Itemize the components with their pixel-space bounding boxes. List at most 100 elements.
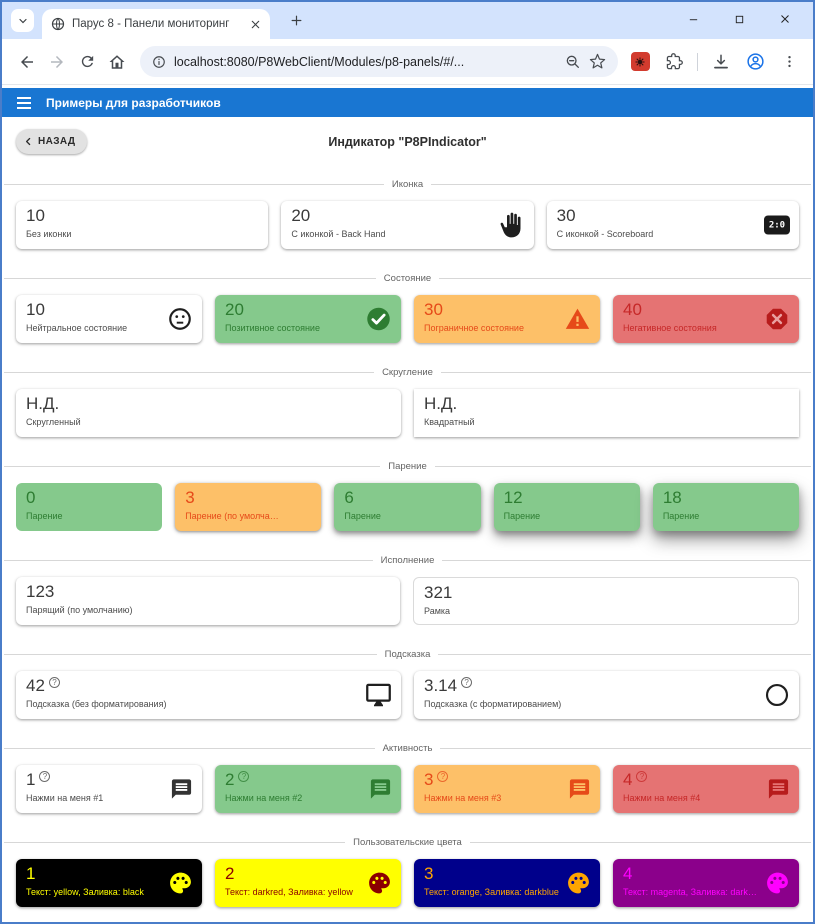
- section-divider: Исполнение: [2, 553, 813, 567]
- indicator-card-click-3[interactable]: 3? Нажми на меня #3: [414, 765, 600, 813]
- back-button[interactable]: НАЗАД: [16, 129, 88, 154]
- section-label: Активность: [382, 742, 433, 754]
- plus-icon: [291, 15, 301, 25]
- indicator-card-rounded: Н.Д. Скругленный: [16, 389, 401, 437]
- indicator-card-outlined-variant: 321 Рамка: [413, 577, 799, 625]
- minimize-icon: [689, 18, 697, 20]
- section-tooltip: Подсказка 42? Подсказка (без форматирова…: [2, 647, 813, 719]
- section-divider: Пользовательские цвета: [2, 835, 813, 849]
- menu-button[interactable]: [775, 48, 803, 76]
- minimize-button[interactable]: [675, 4, 711, 34]
- section-label: Состояние: [383, 272, 432, 284]
- section-label: Иконка: [391, 178, 424, 190]
- extensions-button[interactable]: [660, 48, 688, 76]
- indicator-card-click-2[interactable]: 2? Нажми на меня #2: [215, 765, 401, 813]
- indicator-value: 10: [26, 300, 45, 319]
- new-tab-button[interactable]: [284, 8, 308, 32]
- indicator-value: 3.14: [424, 676, 458, 695]
- red-extension-icon: [630, 52, 650, 71]
- indicator-caption: Подсказка (без форматирования): [26, 699, 167, 709]
- reload-button[interactable]: [72, 47, 102, 77]
- indicator-card-click-1[interactable]: 1? Нажми на меня #1: [16, 765, 202, 813]
- close-icon: [781, 15, 789, 23]
- browser-tab[interactable]: Парус 8 - Панели мониторинг: [42, 9, 270, 39]
- address-bar[interactable]: localhost:8080/P8WebClient/Modules/p8-pa…: [140, 46, 618, 77]
- downloads-button[interactable]: [707, 48, 735, 76]
- indicator-card-click-4[interactable]: 4? Нажми на меня #4: [613, 765, 799, 813]
- chevron-left-icon: [25, 137, 31, 146]
- indicator-value: 40: [623, 300, 642, 319]
- page-title: Индикатор "P8PIndicator": [328, 135, 487, 149]
- indicator-card-custom-yellow: 2 Текст: darkred, Заливка: yellow: [215, 859, 401, 907]
- home-icon: [109, 54, 125, 69]
- indicator-caption: Скругленный: [26, 417, 81, 427]
- page-content: НАЗАД Индикатор "P8PIndicator" Иконка 10…: [2, 129, 813, 917]
- neutral-face-icon: [167, 306, 193, 332]
- section-divider: Состояние: [2, 271, 813, 285]
- indicator-value: 2: [225, 864, 235, 883]
- indicator-card-tooltip-plain[interactable]: 42? Подсказка (без форматирования): [16, 671, 401, 719]
- hamburger-menu-icon[interactable]: [17, 96, 31, 109]
- indicator-caption: Подсказка (с форматированием): [424, 699, 562, 709]
- page-header: НАЗАД Индикатор "P8PIndicator": [2, 129, 813, 155]
- bookmark-star-icon[interactable]: [589, 53, 606, 70]
- maximize-button[interactable]: [721, 4, 757, 34]
- puzzle-icon: [666, 53, 683, 70]
- indicator-value: 3: [424, 864, 434, 883]
- browser-toolbar: localhost:8080/P8WebClient/Modules/p8-pa…: [2, 39, 813, 85]
- help-badge-icon: ?: [437, 771, 449, 782]
- indicator-card-elevated-variant: 123 Парящий (по умолчанию): [16, 577, 400, 625]
- section-divider: Активность: [2, 741, 813, 755]
- indicator-caption: Нажми на меня #4: [623, 793, 701, 803]
- indicator-card-negative: 40 Негативное состояния: [613, 295, 799, 343]
- indicator-card-custom-black: 1 Текст: yellow, Заливка: black: [16, 859, 202, 907]
- window-controls: [675, 4, 803, 34]
- help-badge-icon: ?: [48, 677, 60, 688]
- app-bar-title: Примеры для разработчиков: [46, 95, 221, 110]
- tab-close-icon[interactable]: [250, 19, 261, 30]
- indicator-caption: Нажми на меня #2: [225, 793, 303, 803]
- url-text[interactable]: localhost:8080/P8WebClient/Modules/p8-pa…: [174, 54, 465, 69]
- zoom-out-icon[interactable]: [565, 54, 581, 70]
- indicator-card-tooltip-formatted[interactable]: 3.14? Подсказка (с форматированием): [414, 671, 799, 719]
- indicator-value: 3: [185, 488, 195, 507]
- section-custom-colors: Пользовательские цвета 1 Текст: yellow, …: [2, 835, 813, 907]
- profile-button[interactable]: [741, 48, 769, 76]
- section-divider: Иконка: [2, 177, 813, 191]
- section-label: Скругление: [382, 366, 433, 378]
- indicator-value: 4: [623, 864, 633, 883]
- indicator-value: 321: [424, 583, 453, 602]
- section-divider: Подсказка: [2, 647, 813, 661]
- section-icon: Иконка 10 Без иконки 20 С иконкой - Back…: [2, 177, 813, 249]
- indicator-card-square: Н.Д. Квадратный: [414, 389, 799, 437]
- tab-search-button[interactable]: [11, 9, 34, 32]
- indicator-value: 123: [26, 582, 55, 601]
- toolbar-right: [626, 48, 803, 76]
- indicator-card-elev-3: 3 Парение (по умолчанию): [175, 483, 322, 531]
- indicator-card-no-icon: 10 Без иконки: [16, 201, 269, 249]
- close-window-button[interactable]: [767, 4, 803, 34]
- indicator-card-warning: 30 Пограничное состояние: [414, 295, 600, 343]
- indicator-caption: Парение: [662, 511, 700, 521]
- section-variant: Исполнение 123 Парящий (по умолчанию) 32…: [2, 553, 813, 625]
- help-badge-icon: ?: [461, 677, 473, 688]
- section-label: Парение: [388, 460, 427, 472]
- forward-nav-button[interactable]: [42, 47, 72, 77]
- chevron-down-icon: [17, 15, 29, 27]
- extension-red-button[interactable]: [626, 48, 654, 76]
- back-arrow-icon: [21, 55, 33, 68]
- site-info-icon[interactable]: [152, 55, 166, 69]
- cancel-icon: [764, 306, 790, 332]
- circle-outline-icon: [764, 682, 790, 708]
- warning-icon: [564, 306, 591, 333]
- kebab-menu-icon: [787, 55, 791, 68]
- home-button[interactable]: [102, 47, 132, 77]
- palette-icon: [168, 871, 193, 896]
- monitor-icon: [365, 682, 392, 709]
- back-nav-button[interactable]: [12, 47, 42, 77]
- indicator-card-scoreboard: 30 С иконкой - Scoreboard 2:0: [546, 201, 799, 249]
- indicator-card-custom-darkmagenta: 4 Текст: magenta, Заливка: darkmagenta: [613, 859, 799, 907]
- indicator-value: 12: [503, 488, 523, 507]
- section-divider: Парение: [2, 459, 813, 473]
- forward-arrow-icon: [51, 55, 63, 68]
